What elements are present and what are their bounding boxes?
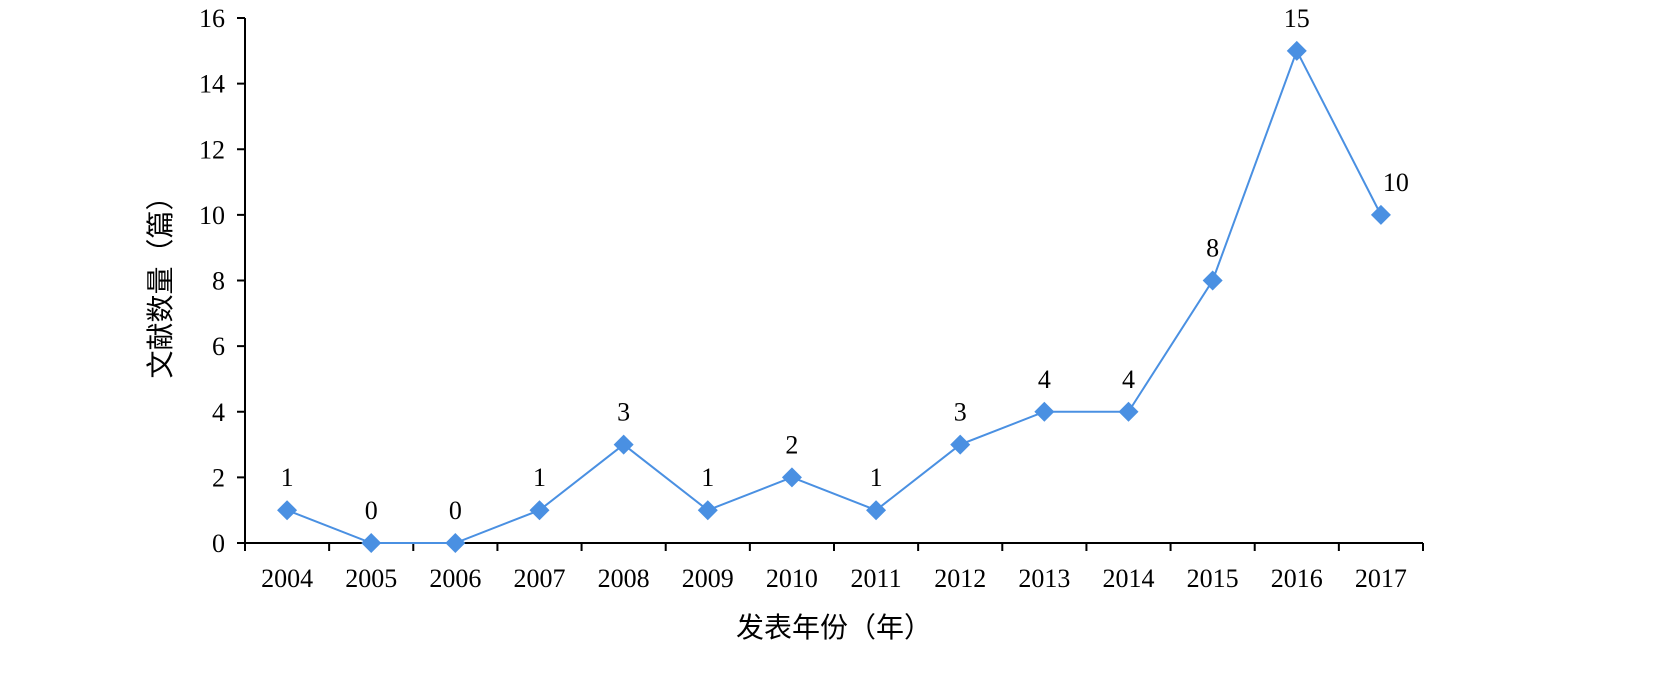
data-label: 1: [870, 463, 883, 492]
data-point-marker: [529, 500, 550, 521]
data-point-marker: [781, 467, 802, 488]
x-tick-label: 2012: [934, 564, 986, 593]
data-point-marker: [361, 533, 382, 553]
data-point-marker: [950, 434, 971, 455]
axes: [244, 18, 1423, 544]
data-label: 10: [1383, 168, 1409, 197]
data-point-marker: [866, 500, 887, 521]
markers: [277, 40, 1391, 553]
data-point-marker: [445, 533, 466, 553]
y-tick-label: 8: [212, 267, 225, 296]
x-tick-label: 2009: [682, 564, 734, 593]
y-tick-label: 10: [199, 201, 225, 230]
series-line: [286, 48, 1382, 544]
data-point-marker: [1118, 401, 1139, 422]
data-label: 1: [533, 463, 546, 492]
x-axis-title: 发表年份（年）: [736, 612, 932, 644]
x-tick-label: 2010: [766, 564, 818, 593]
x-tick-label: 2008: [598, 564, 650, 593]
x-tick-label: 2014: [1103, 564, 1155, 593]
data-label: 0: [449, 496, 462, 525]
data-label: 1: [701, 463, 714, 492]
x-tick-label: 2005: [345, 564, 397, 593]
data-label: 2: [785, 430, 798, 459]
x-tick-label: 2004: [261, 564, 313, 593]
y-tick-label: 12: [199, 135, 225, 164]
series: [286, 48, 1382, 544]
data-label: 1: [281, 463, 294, 492]
data-point-marker: [697, 500, 718, 521]
data-label: 8: [1206, 234, 1219, 263]
x-tick-label: 2006: [429, 564, 481, 593]
data-point-marker: [1034, 401, 1055, 422]
y-tick-label: 4: [212, 398, 225, 427]
x-tick-label: 2011: [851, 564, 902, 593]
y-tick-label: 2: [212, 463, 225, 492]
data-point-marker: [1202, 270, 1223, 291]
data-label: 15: [1284, 4, 1310, 33]
data-label: 4: [1122, 365, 1135, 394]
data-label: 3: [954, 398, 967, 427]
data-point-marker: [1286, 40, 1307, 61]
y-tick-label: 0: [212, 529, 225, 558]
x-tick-label: 2015: [1187, 564, 1239, 593]
x-ticks: 2004 2005 2006 2007 2008 2009 2010 2011 2012 2013…: [244, 543, 1424, 593]
y-axis-title: 文献数量（篇）: [145, 182, 177, 378]
data-point-marker: [1370, 204, 1391, 225]
y-ticks: 0 2 4 6 8 10 12 14 16: [199, 4, 245, 558]
data-point-marker: [613, 434, 634, 455]
y-tick-label: 16: [199, 4, 225, 33]
x-tick-label: 2016: [1271, 564, 1323, 593]
data-label: 3: [617, 398, 630, 427]
y-tick-label: 14: [199, 70, 225, 99]
x-tick-label: 2007: [514, 564, 566, 593]
data-label: 4: [1038, 365, 1051, 394]
x-tick-label: 2017: [1355, 564, 1407, 593]
data-label: 0: [365, 496, 378, 525]
x-tick-label: 2013: [1018, 564, 1070, 593]
data-point-marker: [277, 500, 298, 521]
y-tick-label: 6: [212, 332, 225, 361]
